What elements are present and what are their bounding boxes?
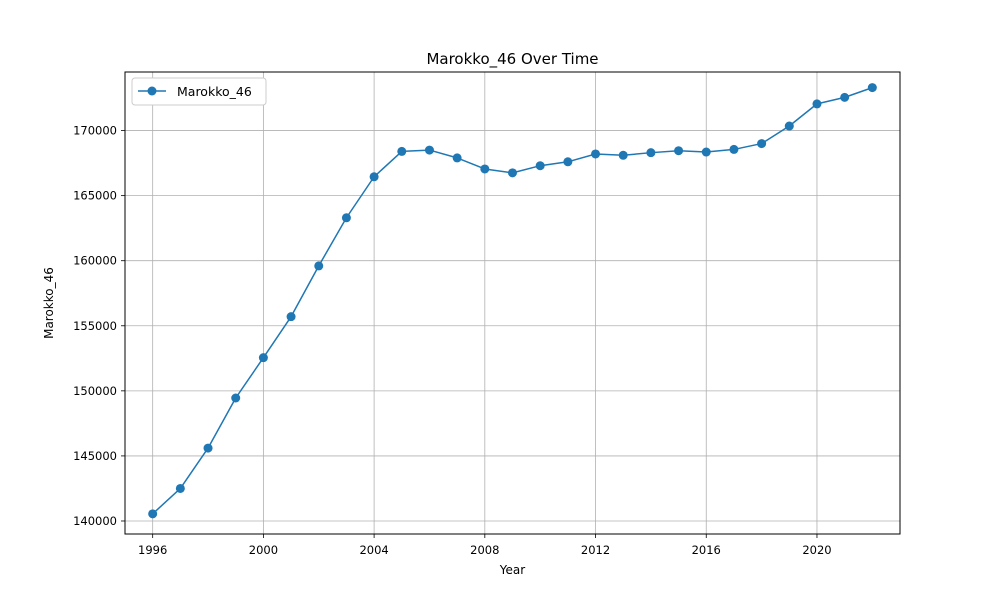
- data-point: [314, 261, 324, 271]
- data-point: [175, 483, 185, 493]
- data-point: [535, 161, 545, 171]
- grid-lines: [125, 72, 900, 534]
- y-tick-label: 145000: [73, 449, 117, 463]
- plot-area: [125, 72, 900, 534]
- data-point: [729, 144, 739, 154]
- data-point: [286, 312, 296, 322]
- data-point: [757, 139, 767, 149]
- x-tick-label: 2000: [249, 543, 278, 557]
- plot-frame: [124, 71, 901, 535]
- data-point: [424, 145, 434, 155]
- y-tick-label: 140000: [73, 514, 117, 528]
- data-point: [591, 149, 601, 159]
- x-tick-label: 2004: [359, 543, 388, 557]
- legend-box: [131, 77, 267, 106]
- data-point: [618, 150, 628, 160]
- data-point: [508, 168, 517, 178]
- legend-marker-swatch: [147, 86, 157, 96]
- data-point: [397, 146, 407, 156]
- data-point: [701, 147, 711, 157]
- y-tick-label: 160000: [73, 254, 117, 268]
- y-axis: 140000 145000 150000 155000 160000 165000 1700…: [73, 124, 125, 528]
- y-tick-label: 170000: [73, 124, 117, 138]
- x-tick-label: 2012: [581, 543, 610, 557]
- data-point: [148, 509, 158, 519]
- data-point: [840, 92, 850, 102]
- x-tick-label: 2020: [802, 543, 831, 557]
- data-point: [867, 83, 877, 93]
- data-point: [674, 146, 684, 156]
- x-tick-label: 2016: [692, 543, 721, 557]
- data-point: [812, 99, 822, 109]
- data-point: [341, 213, 351, 223]
- chart-title: Marokko_46 Over Time: [426, 50, 598, 69]
- y-axis-label: Marokko_46: [42, 267, 56, 339]
- y-tick-label: 155000: [73, 319, 117, 333]
- y-tick-label: 165000: [73, 189, 117, 203]
- x-tick-label: 2008: [470, 543, 499, 557]
- data-point: [480, 164, 490, 174]
- data-point: [784, 121, 794, 131]
- legend-label: Marokko_46: [177, 84, 252, 99]
- series-layer: [148, 83, 877, 519]
- data-point: [452, 153, 462, 163]
- data-point: [369, 172, 379, 182]
- legend: Marokko_46: [131, 77, 267, 106]
- data-point: [646, 148, 656, 158]
- data-point: [203, 443, 213, 453]
- x-axis: 1996 2000 2004 2008 2012 2016 2020: [138, 534, 832, 557]
- x-axis-label: Year: [499, 563, 525, 577]
- y-tick-label: 150000: [73, 384, 117, 398]
- data-point: [563, 157, 573, 167]
- data-point: [231, 393, 241, 403]
- x-tick-label: 1996: [138, 543, 167, 557]
- data-point: [258, 353, 268, 363]
